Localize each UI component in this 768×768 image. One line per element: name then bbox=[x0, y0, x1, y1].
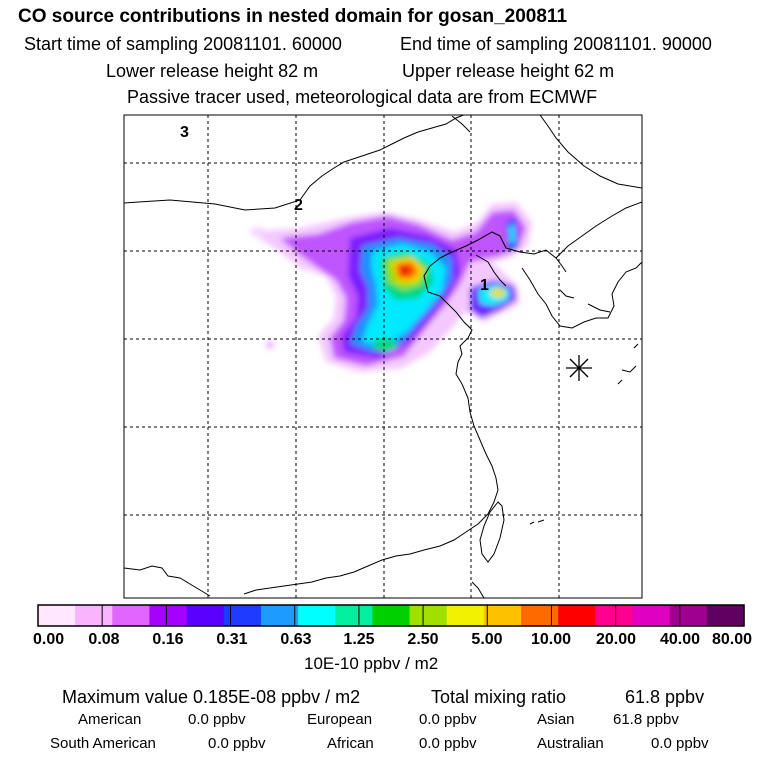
region-value: 0.0 ppbv bbox=[419, 735, 477, 752]
marker-3: 3 bbox=[180, 124, 189, 141]
region-name: African bbox=[327, 735, 374, 752]
marker-2: 2 bbox=[294, 197, 303, 214]
colorbar-label: 5.00 bbox=[471, 631, 503, 648]
colorbar-swatch bbox=[75, 605, 113, 626]
colorbar-swatch bbox=[706, 605, 745, 626]
colorbar-swatch bbox=[409, 605, 448, 626]
colorbar-swatch bbox=[38, 605, 76, 626]
colorbar-label: 20.00 bbox=[595, 631, 637, 648]
colorbar-swatch bbox=[149, 605, 188, 626]
colorbar-swatch bbox=[298, 605, 336, 626]
colorbar-swatch bbox=[632, 605, 671, 626]
region-name: American bbox=[78, 711, 142, 728]
region-name: Australian bbox=[537, 735, 604, 752]
colorbar-label: 2.50 bbox=[407, 631, 439, 648]
gridlines bbox=[124, 115, 642, 598]
colorbar-swatch bbox=[446, 605, 485, 626]
colorbar-swatch bbox=[260, 605, 299, 626]
region-value: 0.0 ppbv bbox=[419, 711, 477, 728]
plot-title: CO source contributions in nested domain… bbox=[18, 6, 568, 27]
region-name: South American bbox=[50, 735, 156, 752]
max-value-label: Maximum value 0.185E-08 ppbv / m2 bbox=[62, 687, 361, 707]
colorbar-label: 1.25 bbox=[343, 631, 375, 648]
region-value: 0.0 ppbv bbox=[208, 735, 266, 752]
colorbar-swatch bbox=[483, 605, 522, 626]
region-value: 0.0 ppbv bbox=[651, 735, 709, 752]
lower-release-label: Lower release height 82 m bbox=[106, 61, 319, 81]
colorbar-swatch bbox=[186, 605, 225, 626]
region-value: 61.8 ppbv bbox=[613, 711, 679, 728]
concentration-plume bbox=[250, 202, 532, 372]
region-name: European bbox=[307, 711, 373, 728]
colorbar bbox=[37, 604, 745, 627]
colorbar-label: 0.31 bbox=[216, 631, 248, 648]
colorbar-frame bbox=[37, 604, 745, 627]
colorbar-swatch bbox=[372, 605, 411, 626]
colorbar-label: 0.00 bbox=[33, 631, 65, 648]
colorbar-swatch bbox=[669, 605, 708, 626]
colorbar-swatch bbox=[558, 605, 596, 626]
tracer-label: Passive tracer used, meteorological data… bbox=[127, 87, 598, 107]
coastlines bbox=[124, 115, 642, 598]
colorbar-swatch bbox=[521, 605, 559, 626]
receptor-asterisk-icon bbox=[566, 355, 592, 381]
colorbar-units: 10E-10 ppbv / m2 bbox=[304, 654, 439, 673]
colorbar-label: 40.00 bbox=[659, 631, 701, 648]
end-time-label: End time of sampling 20081101. 90000 bbox=[400, 34, 712, 54]
colorbar-swatch bbox=[595, 605, 634, 626]
map-area: 1 2 3 bbox=[124, 115, 642, 598]
upper-release-label: Upper release height 62 m bbox=[402, 61, 615, 81]
colorbar-label: 10.00 bbox=[530, 631, 572, 648]
colorbar-label: 80.00 bbox=[712, 631, 753, 648]
colorbar-swatch bbox=[335, 605, 374, 626]
colorbar-label: 0.16 bbox=[152, 631, 184, 648]
marker-1: 1 bbox=[480, 277, 489, 294]
region-name: Asian bbox=[537, 711, 575, 728]
colorbar-swatch bbox=[223, 605, 262, 626]
colorbar-label: 0.08 bbox=[88, 631, 120, 648]
total-mixing-value: 61.8 ppbv bbox=[625, 687, 705, 707]
start-time-label: Start time of sampling 20081101. 60000 bbox=[24, 34, 342, 54]
region-value: 0.0 ppbv bbox=[188, 711, 246, 728]
colorbar-label: 0.63 bbox=[280, 631, 312, 648]
colorbar-swatch bbox=[112, 605, 151, 626]
map-frame bbox=[123, 114, 643, 599]
total-mixing-label: Total mixing ratio bbox=[431, 687, 567, 707]
